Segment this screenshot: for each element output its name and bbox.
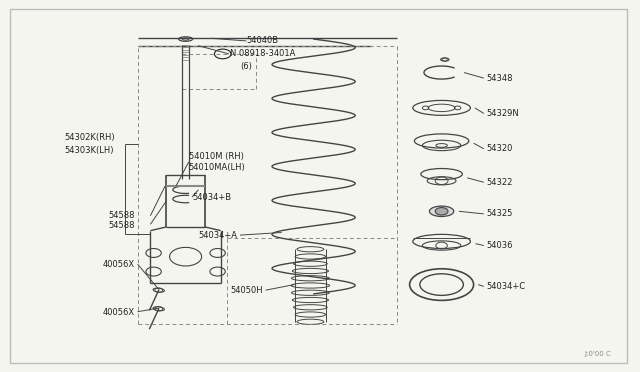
Text: 54588: 54588 — [109, 221, 135, 230]
Text: 40056X: 40056X — [102, 308, 134, 317]
Text: 54348: 54348 — [486, 74, 513, 83]
Text: (6): (6) — [240, 62, 252, 71]
Text: J:0'00 C: J:0'00 C — [584, 351, 611, 357]
Text: N 08918-3401A: N 08918-3401A — [230, 49, 296, 58]
Text: 54329N: 54329N — [486, 109, 519, 118]
Text: 54010M (RH): 54010M (RH) — [189, 152, 244, 161]
Text: 54034+C: 54034+C — [486, 282, 525, 291]
Text: 54050H: 54050H — [230, 286, 263, 295]
Text: 54303K(LH): 54303K(LH) — [64, 146, 113, 155]
Text: 54322: 54322 — [486, 178, 513, 187]
Text: 40056X: 40056X — [102, 260, 134, 269]
Text: 54302K(RH): 54302K(RH) — [64, 133, 115, 142]
Text: 54036: 54036 — [486, 241, 513, 250]
Text: 54034+B: 54034+B — [192, 193, 231, 202]
Text: 54040B: 54040B — [246, 36, 278, 45]
Text: 54325: 54325 — [486, 209, 513, 218]
Circle shape — [435, 208, 448, 215]
Text: 54010MA(LH): 54010MA(LH) — [189, 163, 246, 172]
Ellipse shape — [429, 206, 454, 217]
Text: 54320: 54320 — [486, 144, 513, 153]
Text: 54588: 54588 — [109, 211, 135, 220]
Text: 54034+A: 54034+A — [198, 231, 237, 240]
